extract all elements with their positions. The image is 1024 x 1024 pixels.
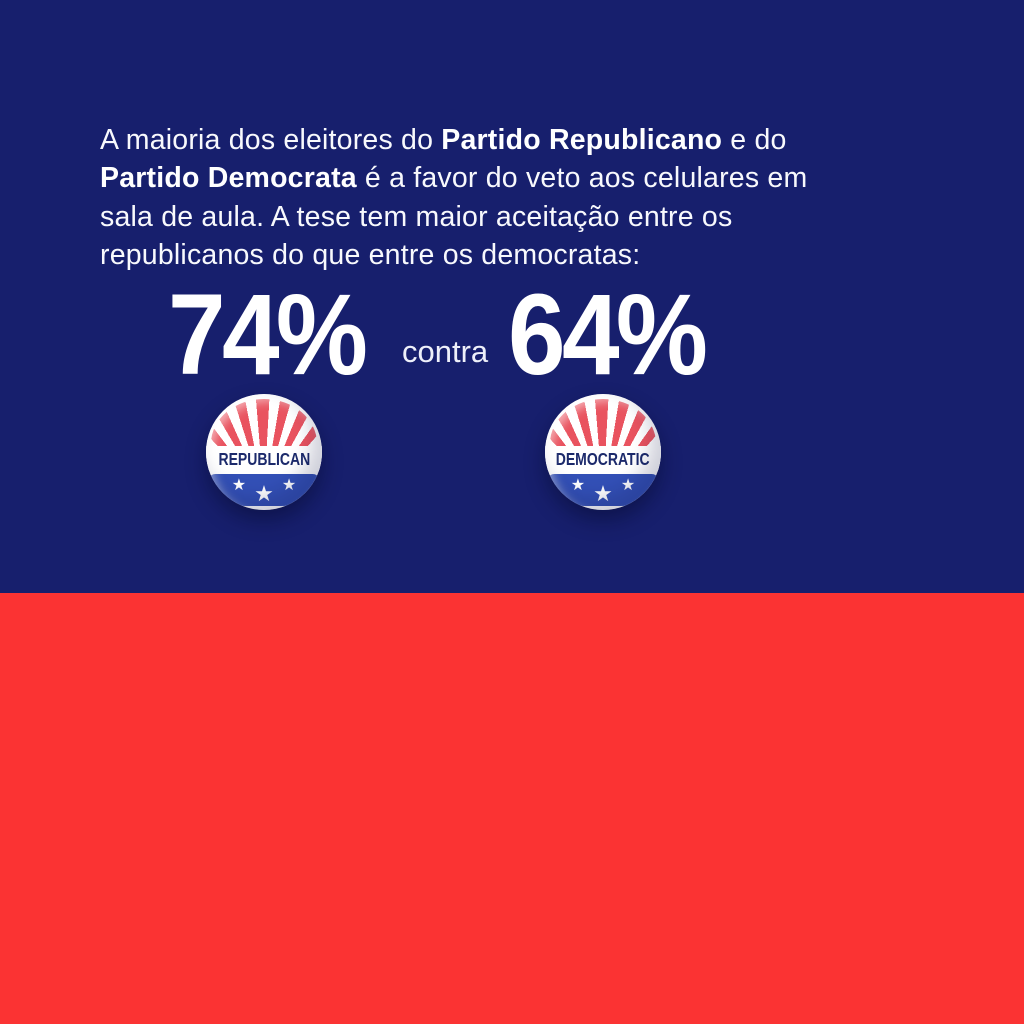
stat-republican-value: 74% [168, 271, 368, 399]
republican-pin-badge: REPUBLICAN ★ ★ ★ [206, 394, 322, 510]
intro-paragraph: A maioria dos eleitores do Partido Repub… [100, 123, 808, 272]
star-icon: ★ [254, 481, 274, 506]
star-icon: ★ [281, 477, 297, 494]
pin-stripes-icon [211, 399, 317, 446]
pin-stripes-icon [550, 399, 656, 446]
star-icon: ★ [231, 477, 247, 494]
democratic-pin-label: DEMOCRATIC [556, 448, 650, 469]
bottom-red-section: E 42% dos republicanos apoiam restrições… [0, 593, 1024, 1024]
republican-pin-label: REPUBLICAN [218, 448, 310, 469]
pin-label-band: DEMOCRATIC [545, 446, 661, 472]
pin-stars-section: ★ ★ ★ [549, 474, 657, 506]
stat-democratic-value: 64% [508, 271, 708, 399]
pin-label-band: REPUBLICAN [206, 446, 322, 472]
stat-connector-label: contra [402, 334, 489, 369]
star-icon: ★ [620, 477, 636, 494]
pin-stars-section: ★ ★ ★ [210, 474, 318, 506]
star-icon: ★ [593, 481, 613, 506]
top-navy-section: A maioria dos eleitores do Partido Repub… [0, 0, 1024, 593]
democratic-pin-badge: DEMOCRATIC ★ ★ ★ [545, 394, 661, 510]
star-icon: ★ [570, 477, 586, 494]
